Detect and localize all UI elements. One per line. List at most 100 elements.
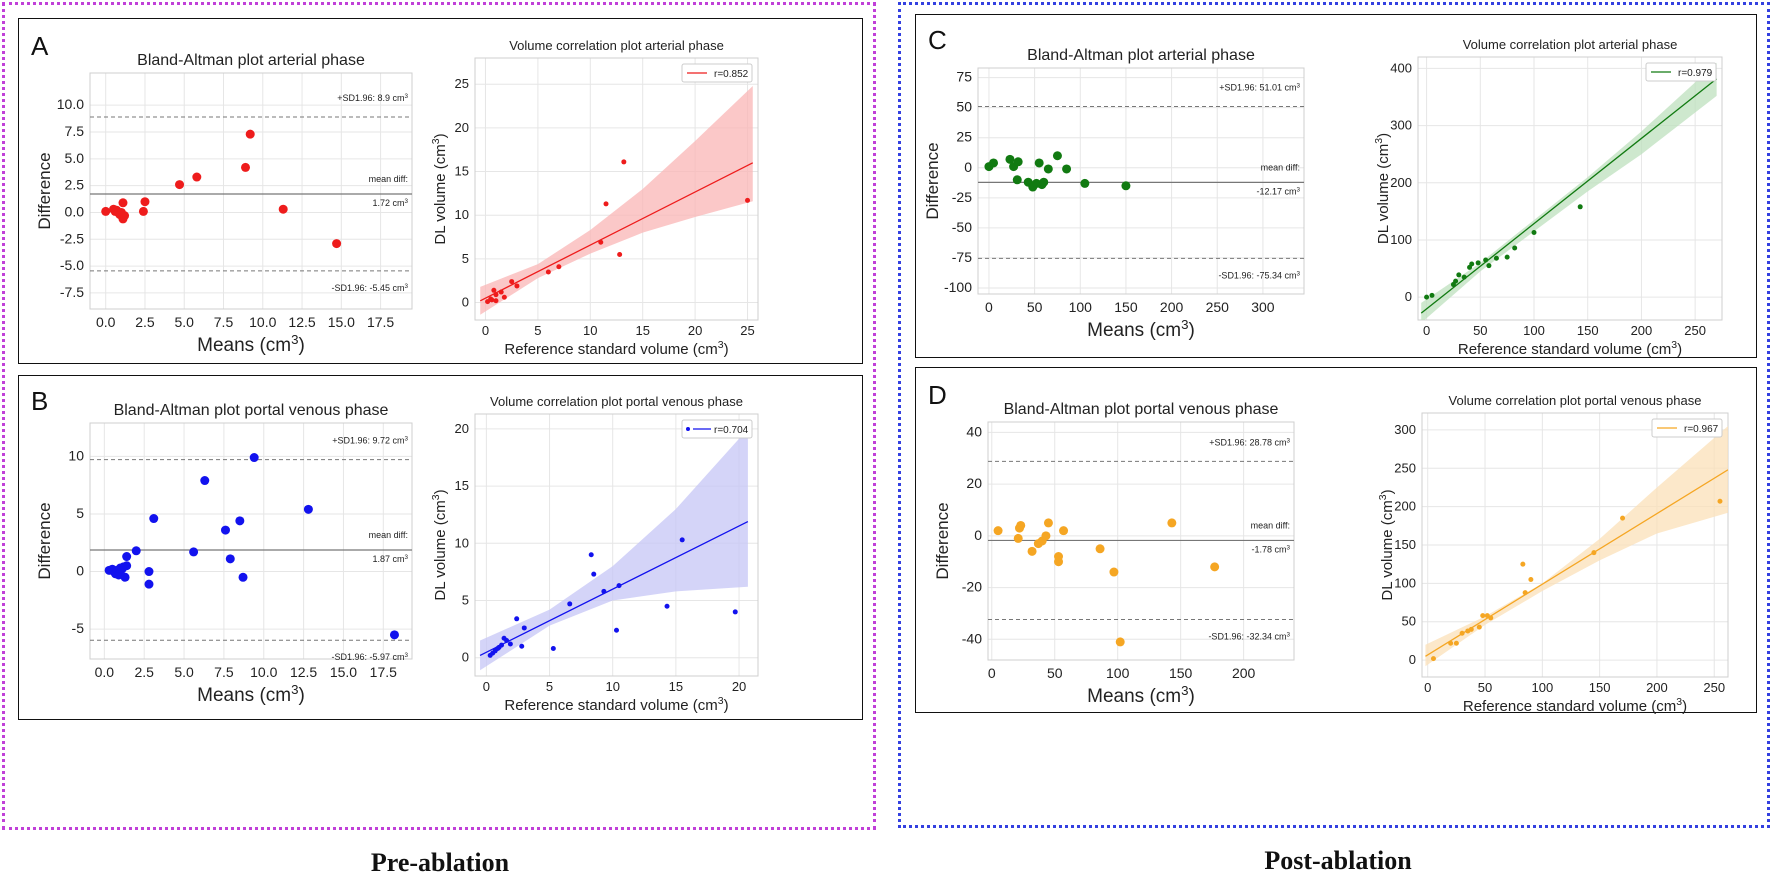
y-tick-label: 10 [455,207,469,222]
panel-b-letter: B [31,386,49,416]
legend-label: r=0.979 [1678,68,1713,79]
x-tick-label: 15 [635,323,649,338]
y-tick-label: 25 [956,129,972,145]
y-tick-label: -5 [72,620,85,636]
y-tick-label: 250 [1394,460,1416,475]
panel-a-letter: A [31,31,49,61]
data-point [1480,613,1486,619]
data-point [616,583,622,589]
plot-frame [89,72,413,310]
y-tick-label: 40 [966,423,982,439]
data-point [120,572,130,582]
data-point [567,601,573,607]
data-point [1469,261,1475,267]
x-tick-label: 7.5 [214,664,234,680]
post-ablation-label: Post-ablation [1264,846,1412,875]
data-point [1167,518,1177,528]
y-tick-label: 2.5 [65,177,85,193]
data-point [144,567,154,577]
data-point [1013,533,1023,543]
data-point [1717,498,1723,504]
data-point [1054,552,1064,562]
x-tick-label: 300 [1251,299,1275,315]
data-point [588,552,594,558]
x-tick-label: 0 [1424,680,1431,695]
x-tick-label: 15.0 [328,314,355,330]
legend: r=0.967 [1651,418,1723,438]
data-point [1095,544,1105,554]
data-point [303,504,313,514]
chart-title: Bland-Altman plot arterial phase [137,52,365,69]
data-point [614,627,619,633]
data-point [1062,164,1072,174]
y-axis-label: DL volume (cm3) [1377,489,1396,600]
chart-title: Bland-Altman plot portal venous phase [114,402,389,419]
x-tick-label: 20 [732,679,746,694]
plot-frame [474,57,759,321]
data-point [591,571,597,577]
data-point [1016,520,1026,530]
data-point [1456,272,1462,278]
data-point [493,298,499,304]
data-point [617,252,623,257]
data-point [491,287,497,293]
y-tick-label: 0 [1409,652,1416,667]
data-point [1448,640,1454,646]
x-tick-label: 10.0 [249,314,276,330]
data-point [509,279,515,285]
plot-frame [1417,56,1723,321]
x-tick-label: 150 [1114,299,1138,315]
data-point [1476,624,1482,630]
data-point [1453,278,1459,284]
x-tick-label: 50 [1047,665,1063,681]
panel-b-correlation-chart: Volume correlation plot portal venous ph… [430,394,759,714]
x-tick-label: 100 [1531,680,1553,695]
data-point [101,206,111,216]
post-ablation-border [898,2,1770,828]
data-point [519,643,525,649]
data-point [278,204,288,214]
data-point [1461,274,1467,280]
x-tick-label: 150 [1589,680,1611,695]
data-point [332,239,342,249]
data-point [493,292,499,298]
legend-label: r=0.967 [1684,424,1719,435]
mean-diff-label: mean diff: [369,174,408,184]
data-point [679,537,685,543]
y-tick-label: 5 [462,251,469,266]
data-point [501,294,507,300]
x-tick-label: 2.5 [134,664,154,680]
y-tick-label: -100 [944,279,972,295]
data-point [1512,245,1518,251]
x-tick-label: 10.0 [250,664,277,680]
x-tick-label: 0 [988,665,996,681]
data-point [192,172,202,182]
y-tick-label: 20 [455,120,469,135]
plot-area [479,85,754,315]
chart-title: Volume correlation plot arterial phase [509,38,724,53]
data-point [1528,577,1534,583]
y-tick-label: -50 [952,219,972,235]
data-point [507,641,513,647]
upper-loa-label: +SD1.96: 51.01 cm3 [1219,82,1300,93]
data-point [1531,230,1537,236]
chart-title: Bland-Altman plot arterial phase [1027,47,1255,64]
x-axis-label: Reference standard volume (cm3) [1463,696,1687,715]
data-point [245,129,255,139]
data-point [621,159,627,165]
mean-diff-value: -12.17 cm3 [1256,186,1300,197]
x-tick-label: 10 [605,679,619,694]
x-tick-label: 50 [1473,323,1487,338]
data-point [149,514,159,524]
data-point [1591,550,1597,556]
y-tick-label: 15 [455,164,469,179]
panel-d-bland-altman-chart: Bland-Altman plot portal venous phase 0 50… [933,401,1295,707]
y-tick-label: 5.0 [65,150,85,166]
data-point [993,526,1003,536]
data-point [122,561,132,571]
plot-area [1420,62,1718,320]
x-tick-label: 17.5 [367,314,394,330]
x-axis-label: Means (cm3) [197,332,305,357]
data-point [131,546,141,556]
data-point [118,198,128,208]
